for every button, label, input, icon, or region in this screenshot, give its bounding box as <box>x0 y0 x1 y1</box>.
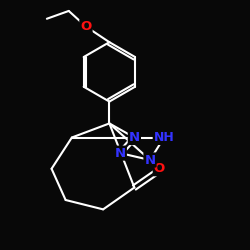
Text: N: N <box>129 131 140 144</box>
Text: O: O <box>80 20 92 33</box>
Text: N: N <box>144 154 156 166</box>
Text: O: O <box>154 162 165 175</box>
Text: NH: NH <box>154 131 174 144</box>
Text: N: N <box>115 146 126 160</box>
